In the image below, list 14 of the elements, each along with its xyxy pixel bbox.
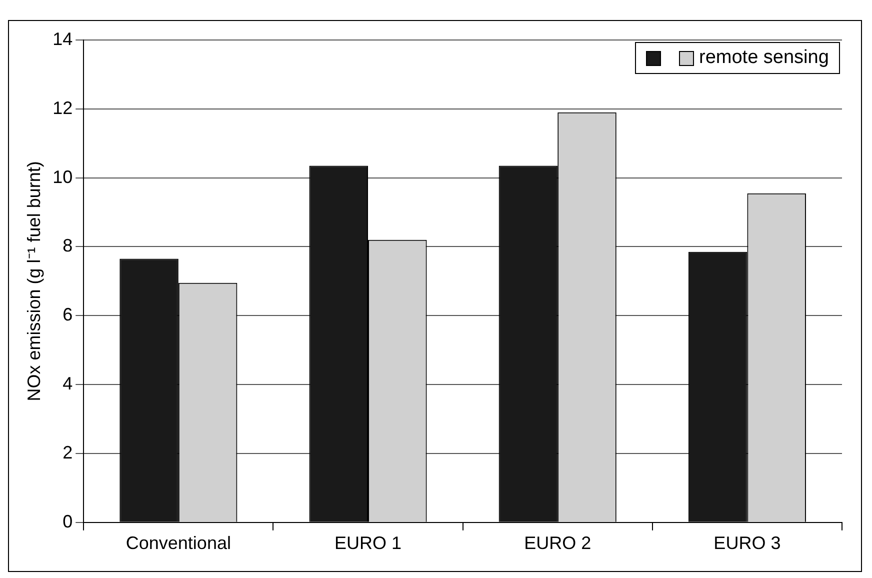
x-tick-label: EURO 3 (714, 533, 781, 554)
y-tick-label: 10 (52, 166, 73, 187)
y-tick-label: 14 (52, 28, 73, 49)
y-tick-label: 0 (62, 511, 73, 532)
x-tick-label: EURO 2 (524, 533, 592, 554)
x-tick-label: Conventional (126, 533, 231, 554)
y-axis-title: NOx emission (g l⁻¹ fuel burnt) (24, 161, 44, 402)
y-tick-label: 4 (62, 374, 73, 394)
y-tick-label: 12 (52, 98, 73, 118)
legend-label: remote sensing (699, 47, 829, 69)
y-tick-label: 2 (62, 442, 73, 462)
y-tick-label: 6 (62, 304, 73, 325)
y-tick-label: 8 (62, 236, 73, 256)
x-tick-label: EURO 1 (334, 533, 402, 554)
